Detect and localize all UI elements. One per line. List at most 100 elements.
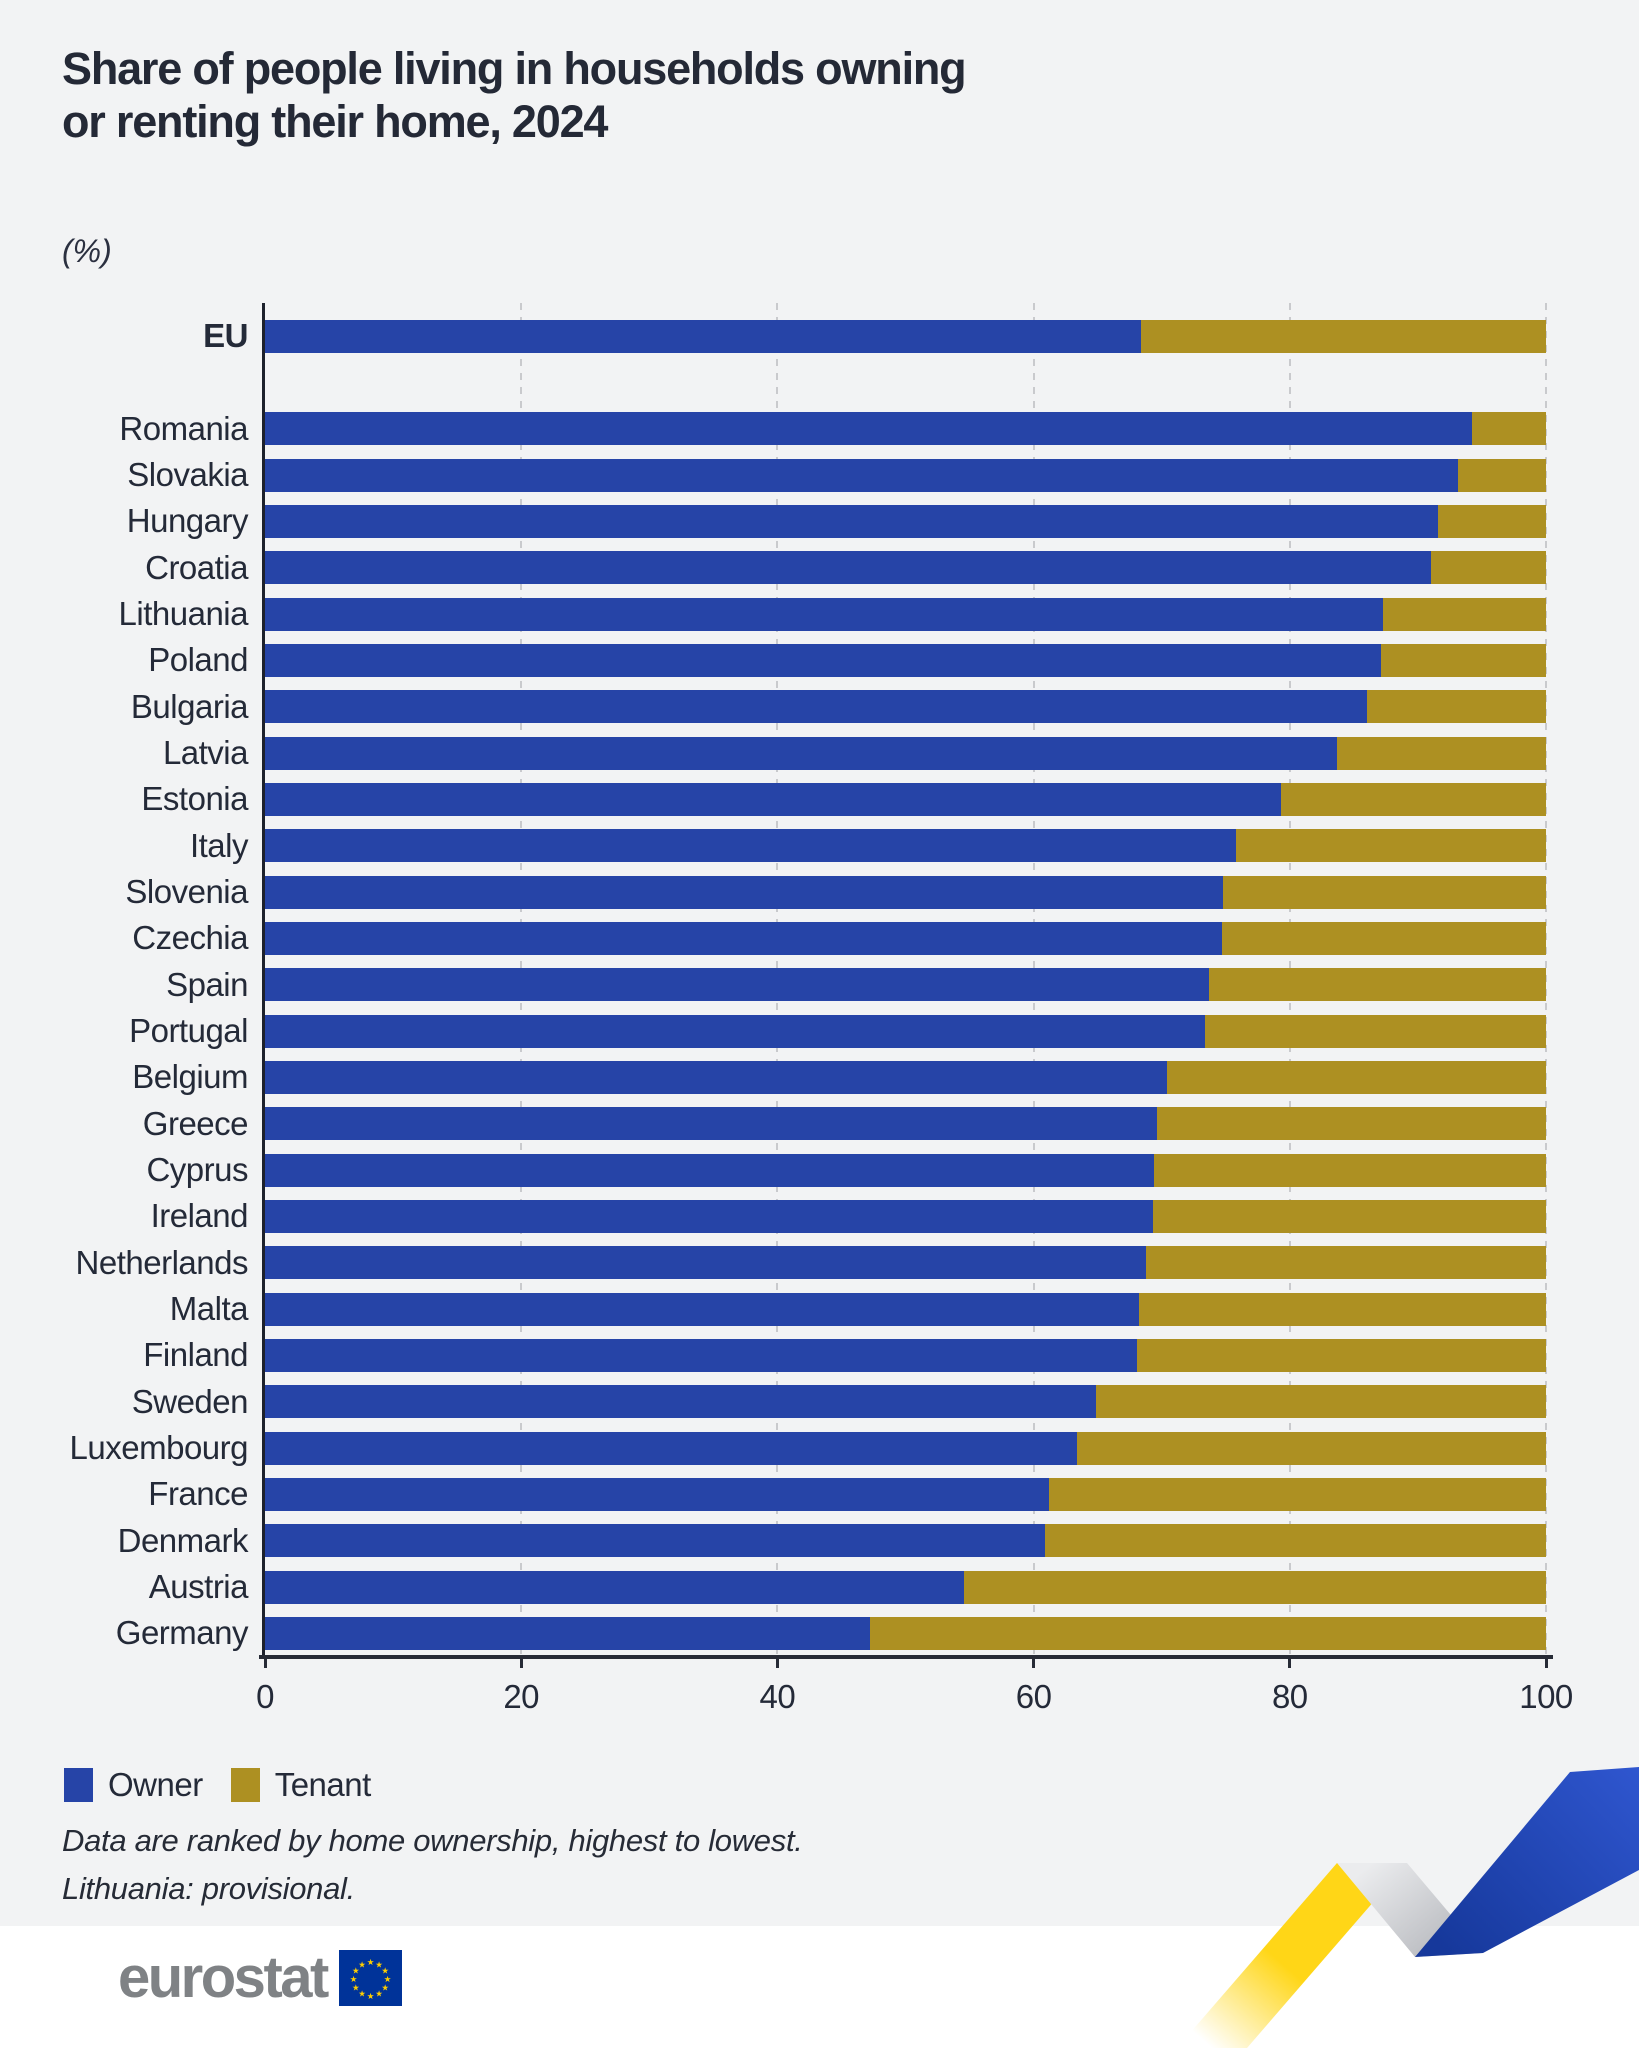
owner-bar (265, 1431, 1078, 1465)
bar-track (265, 412, 1546, 446)
title-line-1: Share of people living in households own… (62, 43, 967, 94)
tick-label-20: 20 (503, 1678, 540, 1715)
svg-text:★: ★ (381, 1983, 389, 1993)
owner-bar (265, 1246, 1147, 1280)
tenant-bar (1152, 1199, 1546, 1233)
row-label: Romania (119, 409, 248, 447)
chart-row-sweden: Sweden (0, 1379, 1546, 1425)
tenant-bar (1138, 1292, 1546, 1326)
page-title: Share of people living in households own… (62, 42, 967, 148)
row-label: France (148, 1475, 248, 1513)
tick-80 (1288, 1659, 1292, 1668)
row-label: Latvia (162, 734, 249, 772)
bar-track (265, 690, 1546, 724)
chart-row-denmark: Denmark (0, 1518, 1546, 1564)
bar-track (265, 1431, 1546, 1465)
unit-subtitle: (%) (62, 233, 112, 269)
eurostat-logo-text: eurostat (118, 1945, 329, 2010)
gridline-100 (1545, 303, 1547, 1655)
row-label: Poland (148, 641, 248, 679)
tenant-bar (1383, 597, 1546, 631)
row-label: Malta (169, 1290, 249, 1328)
owner-bar (265, 1385, 1097, 1419)
row-label: Belgium (132, 1058, 248, 1096)
row-label: Hungary (126, 502, 249, 540)
bar-track (265, 1199, 1546, 1233)
tenant-bar (1045, 1524, 1546, 1558)
svg-text:★: ★ (375, 1960, 383, 1970)
svg-text:★: ★ (352, 1983, 360, 1993)
row-label: Bulgaria (130, 687, 249, 725)
owner-bar (265, 1570, 965, 1604)
owner-bar (265, 875, 1224, 909)
tenant-bar (869, 1616, 1546, 1650)
chart-row-austria: Austria (0, 1564, 1546, 1610)
chart-row-belgium: Belgium (0, 1054, 1546, 1100)
bar-track (265, 968, 1546, 1002)
tick-100 (1544, 1659, 1548, 1668)
tenant-bar (964, 1570, 1546, 1604)
owner-bar (265, 1107, 1157, 1141)
row-label: Denmark (117, 1521, 249, 1559)
svg-text:★: ★ (367, 1958, 375, 1968)
bar-track (265, 597, 1546, 631)
tenant-bar (1280, 782, 1546, 816)
tenant-bar (1156, 1107, 1546, 1141)
tenant-bar (1154, 1153, 1546, 1187)
bar-track (265, 319, 1546, 353)
chart-row-ireland: Ireland (0, 1193, 1546, 1239)
bar-rows: EU Romania Slovakia Hungary Croatia Lithuania… (0, 313, 1546, 1657)
chart-row-slovakia: Slovakia (0, 452, 1546, 498)
svg-text:★: ★ (350, 1975, 358, 1985)
row-label: EU (203, 317, 248, 355)
bar-track (265, 1477, 1546, 1511)
tenant-bar (1209, 968, 1546, 1002)
chart-row-poland: Poland (0, 637, 1546, 683)
chart-row-eu: EU (0, 313, 1546, 359)
owner-bar (265, 504, 1439, 538)
bar-track (265, 736, 1546, 770)
ribbon-yellow-band (1177, 1863, 1407, 2048)
owner-bar (265, 319, 1142, 353)
row-label: Spain (166, 965, 248, 1003)
chart-row-germany: Germany (0, 1610, 1546, 1656)
tick-40 (775, 1659, 779, 1668)
tenant-bar (1077, 1431, 1546, 1465)
tick-label-0: 0 (256, 1678, 274, 1715)
bar-track (265, 1524, 1546, 1558)
row-label: Austria (148, 1568, 249, 1606)
row-label: Italy (189, 826, 249, 864)
tenant-bar (1048, 1477, 1546, 1511)
row-label: Portugal (129, 1012, 248, 1050)
chart-row-portugal: Portugal (0, 1008, 1546, 1054)
chart-row-greece: Greece (0, 1101, 1546, 1147)
chart-row-latvia: Latvia (0, 730, 1546, 776)
owner-bar (265, 597, 1384, 631)
bar-track (265, 1107, 1546, 1141)
bar-track (265, 1616, 1546, 1650)
chart-row-cyprus: Cyprus (0, 1147, 1546, 1193)
owner-label: Owner (108, 1766, 203, 1803)
row-label: Slovakia (127, 456, 248, 494)
chart-row-lithuania: Lithuania (0, 591, 1546, 637)
footnote-ranking: Data are ranked by home ownership, highe… (62, 1823, 803, 1858)
owner-bar (265, 1524, 1046, 1558)
bar-track (265, 1570, 1546, 1604)
svg-text:★: ★ (384, 1975, 392, 1985)
owner-bar (265, 1199, 1153, 1233)
svg-text:★: ★ (381, 1966, 389, 1976)
svg-text:★: ★ (352, 1966, 360, 1976)
bar-track (265, 551, 1546, 585)
tick-label-80: 80 (1271, 1678, 1308, 1715)
chart-row-croatia: Croatia (0, 545, 1546, 591)
row-label: Croatia (145, 548, 248, 586)
row-label: Ireland (150, 1197, 249, 1235)
chart-row-hungary: Hungary (0, 498, 1546, 544)
bar-track (265, 1153, 1546, 1187)
chart-row-france: France (0, 1471, 1546, 1517)
owner-bar (265, 643, 1381, 677)
legend-item-tenant: Tenant (230, 1766, 371, 1804)
footnote-lithuania: Lithuania: provisional. (62, 1871, 355, 1907)
tenant-bar (1096, 1385, 1546, 1419)
bar-track (265, 782, 1546, 816)
